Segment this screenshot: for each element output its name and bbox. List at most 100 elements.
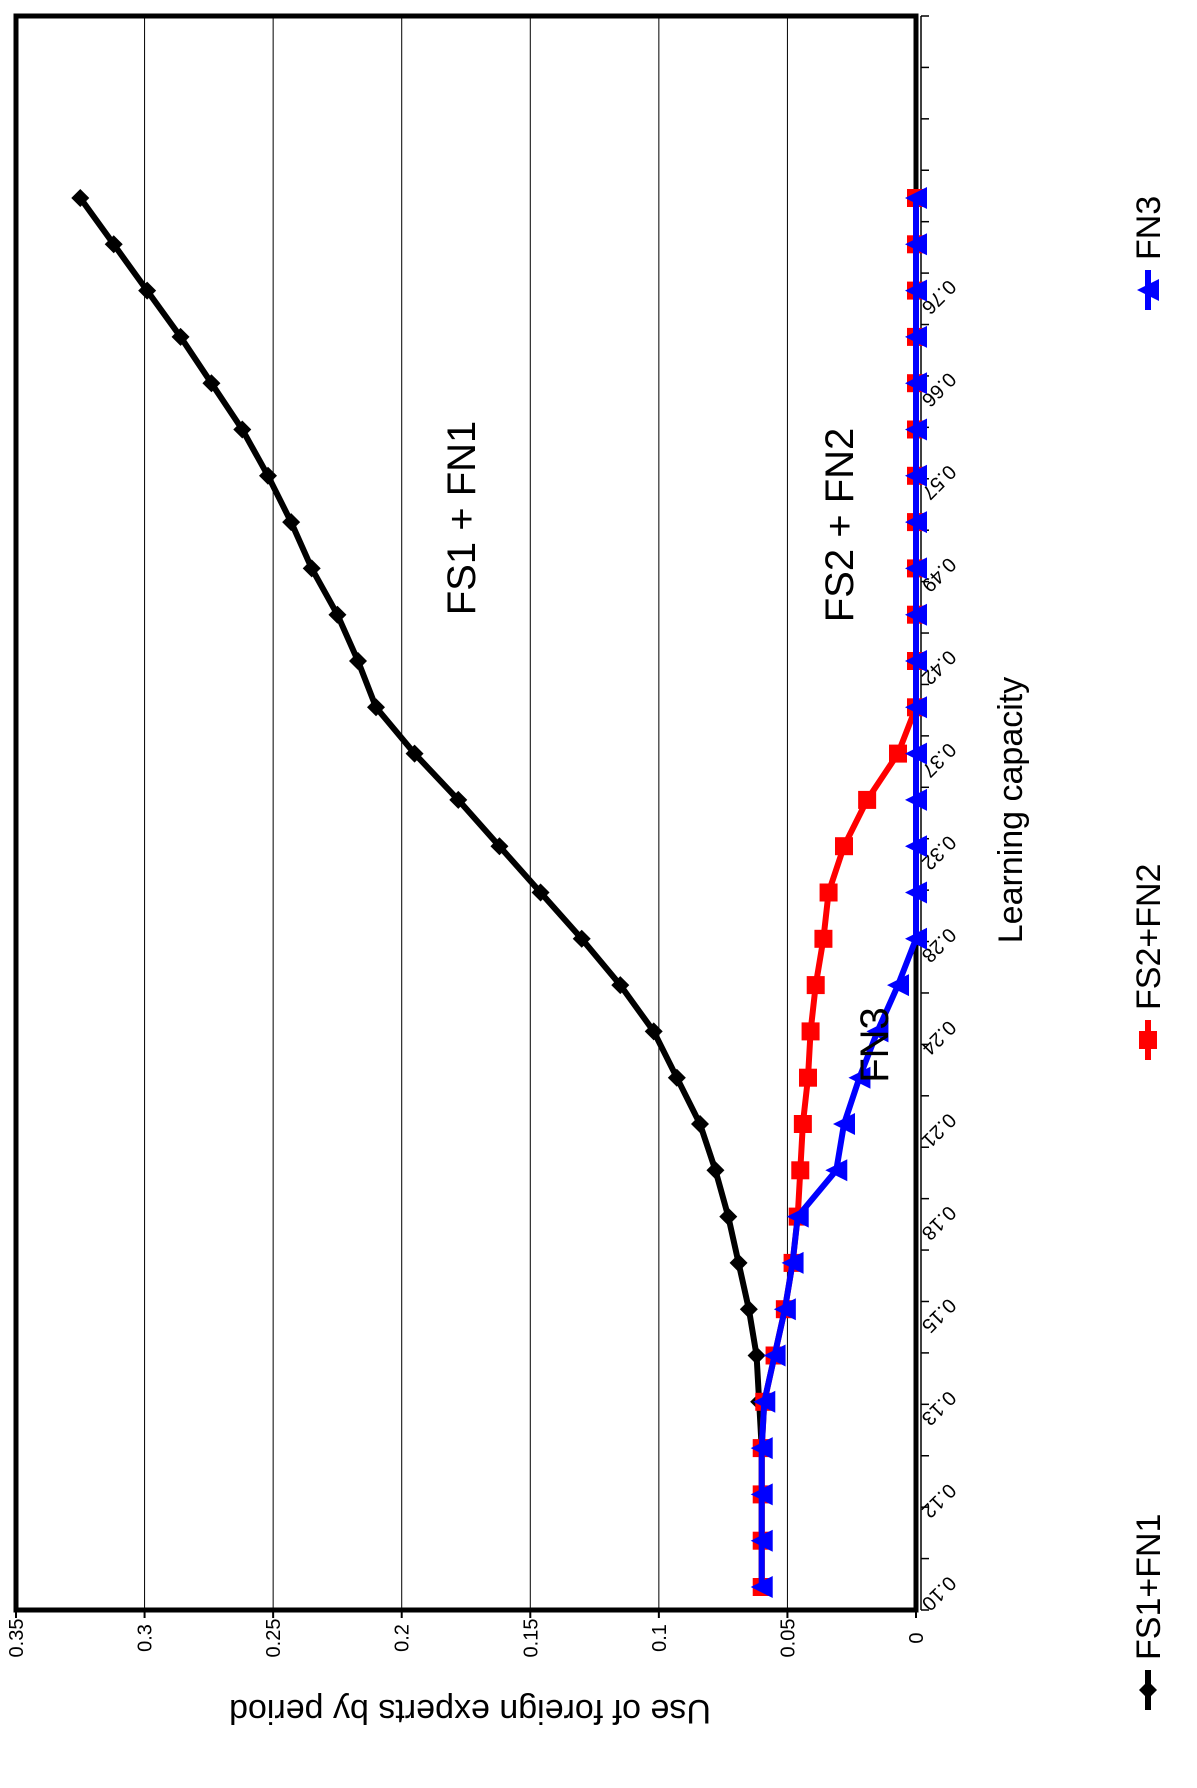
data-point-diamond bbox=[302, 559, 321, 578]
data-point-diamond bbox=[259, 466, 277, 485]
value-tick-label: 0.1 bbox=[649, 1624, 671, 1652]
category-tick-label: 0.10 bbox=[917, 1571, 960, 1614]
value-tick-label: 0.05 bbox=[777, 1619, 799, 1658]
data-point-diamond bbox=[572, 929, 591, 948]
series-fn3 bbox=[750, 187, 927, 1598]
data-point-triangle bbox=[750, 1437, 773, 1460]
data-point-triangle bbox=[753, 1390, 776, 1413]
value-tick-label: 0.2 bbox=[392, 1624, 414, 1652]
data-point-triangle bbox=[905, 511, 927, 534]
data-point-diamond bbox=[349, 652, 367, 670]
data-point-square bbox=[814, 929, 833, 948]
annotation-fn3: FN3 bbox=[853, 1007, 897, 1083]
data-point-diamond bbox=[667, 1068, 686, 1087]
data-point-diamond bbox=[71, 189, 90, 207]
category-tick-label: 0.21 bbox=[917, 1108, 960, 1151]
data-point-diamond bbox=[611, 976, 630, 995]
value-tick-label: 0 bbox=[906, 1632, 928, 1643]
data-point-triangle bbox=[905, 279, 927, 302]
series-line bbox=[77, 196, 765, 1587]
data-point-triangle bbox=[905, 835, 927, 858]
legend-label: FN3 bbox=[1130, 196, 1168, 260]
data-point-diamond bbox=[367, 698, 385, 717]
legend-label: FS1+FN1 bbox=[1130, 1514, 1168, 1660]
data-point-diamond bbox=[104, 235, 123, 254]
data-point-triangle bbox=[905, 187, 927, 209]
legend: FS1+FN1 FS2+FN2 FN3 bbox=[1130, 196, 1168, 1710]
data-point-square bbox=[791, 1161, 810, 1180]
series-fs2-fn2 bbox=[752, 189, 925, 1596]
data-point-triangle bbox=[887, 974, 909, 997]
y-axis-label: Use of foreign experts by period bbox=[229, 1692, 711, 1730]
gridlines bbox=[144, 16, 788, 1610]
data-point-square bbox=[801, 1022, 820, 1041]
data-point-triangle bbox=[750, 1483, 773, 1506]
value-tick-label: 0.3 bbox=[135, 1624, 157, 1652]
data-point-triangle bbox=[773, 1298, 796, 1321]
data-point-triangle bbox=[905, 881, 927, 904]
value-tick-label: 0.15 bbox=[520, 1619, 542, 1658]
data-point-diamond bbox=[739, 1300, 758, 1319]
x-axis: 0.100.120.130.150.180.210.240.280.320.37… bbox=[917, 15, 960, 1615]
series-line bbox=[758, 198, 919, 1587]
value-tick-label: 0.35 bbox=[6, 1619, 28, 1658]
data-point-square bbox=[806, 976, 825, 995]
data-point-diamond bbox=[706, 1161, 725, 1180]
series-line bbox=[758, 198, 919, 1587]
data-point-triangle bbox=[825, 1159, 848, 1182]
data-point-triangle bbox=[866, 1020, 889, 1043]
data-point-diamond bbox=[531, 883, 550, 902]
data-point-diamond bbox=[405, 744, 424, 763]
data-point-diamond bbox=[729, 1253, 748, 1272]
legend-label: FS2+FN2 bbox=[1130, 864, 1168, 1010]
data-point-diamond bbox=[171, 327, 190, 346]
data-point-triangle bbox=[905, 603, 927, 626]
data-point-triangle bbox=[905, 742, 927, 765]
data-point-diamond bbox=[644, 1022, 663, 1041]
data-point-triangle bbox=[905, 927, 927, 950]
category-tick-label: 0.18 bbox=[917, 1201, 960, 1244]
data-point-triangle bbox=[750, 1529, 773, 1552]
x-axis-label: Learning capacity bbox=[992, 677, 1030, 944]
data-point-triangle bbox=[905, 464, 927, 487]
data-point-triangle bbox=[848, 1066, 871, 1089]
data-point-square bbox=[793, 1115, 812, 1133]
data-point-diamond bbox=[233, 420, 252, 439]
data-point-square bbox=[858, 790, 877, 809]
data-point-diamond bbox=[490, 837, 509, 856]
data-point-triangle bbox=[905, 650, 927, 672]
data-point-diamond bbox=[1139, 1681, 1157, 1699]
data-point-triangle bbox=[833, 1113, 855, 1135]
data-point-triangle bbox=[905, 557, 927, 580]
data-point-diamond bbox=[202, 374, 221, 393]
data-point-diamond bbox=[282, 513, 301, 532]
data-point-triangle bbox=[905, 325, 927, 348]
data-point-triangle bbox=[905, 233, 927, 256]
data-point-triangle bbox=[763, 1344, 786, 1367]
category-tick-label: 0.15 bbox=[917, 1294, 960, 1337]
data-point-triangle bbox=[781, 1251, 804, 1274]
data-point-square bbox=[889, 744, 907, 763]
legend-item: FS2+FN2 bbox=[1130, 864, 1168, 1060]
y-axis: 0 0.05 0.1 0.15 0.2 0.25 0.3 0.35 bbox=[6, 1610, 928, 1657]
legend-item: FS1+FN1 bbox=[1130, 1514, 1168, 1710]
annotation-fs1-fn1: FS1 + FN1 bbox=[440, 421, 484, 616]
data-point-diamond bbox=[691, 1115, 709, 1133]
data-point-diamond bbox=[449, 790, 468, 809]
data-point-triangle bbox=[905, 418, 927, 441]
value-tick-label: 0.25 bbox=[263, 1619, 285, 1658]
data-point-triangle bbox=[905, 788, 927, 811]
category-tick-label: 0.13 bbox=[917, 1386, 960, 1429]
data-point-diamond bbox=[747, 1346, 766, 1365]
data-point-triangle bbox=[786, 1205, 809, 1228]
data-point-square bbox=[835, 837, 853, 856]
data-point-diamond bbox=[138, 281, 157, 300]
data-point-diamond bbox=[719, 1207, 738, 1226]
data-point-diamond bbox=[328, 605, 347, 624]
annotation-fs2-fn2: FS2 + FN2 bbox=[818, 428, 862, 623]
series-fs1-fn1 bbox=[71, 189, 771, 1596]
series-group bbox=[71, 187, 927, 1598]
category-tick-label: 0.24 bbox=[917, 1016, 960, 1059]
data-point-triangle bbox=[1137, 279, 1159, 301]
data-point-square bbox=[819, 883, 838, 902]
